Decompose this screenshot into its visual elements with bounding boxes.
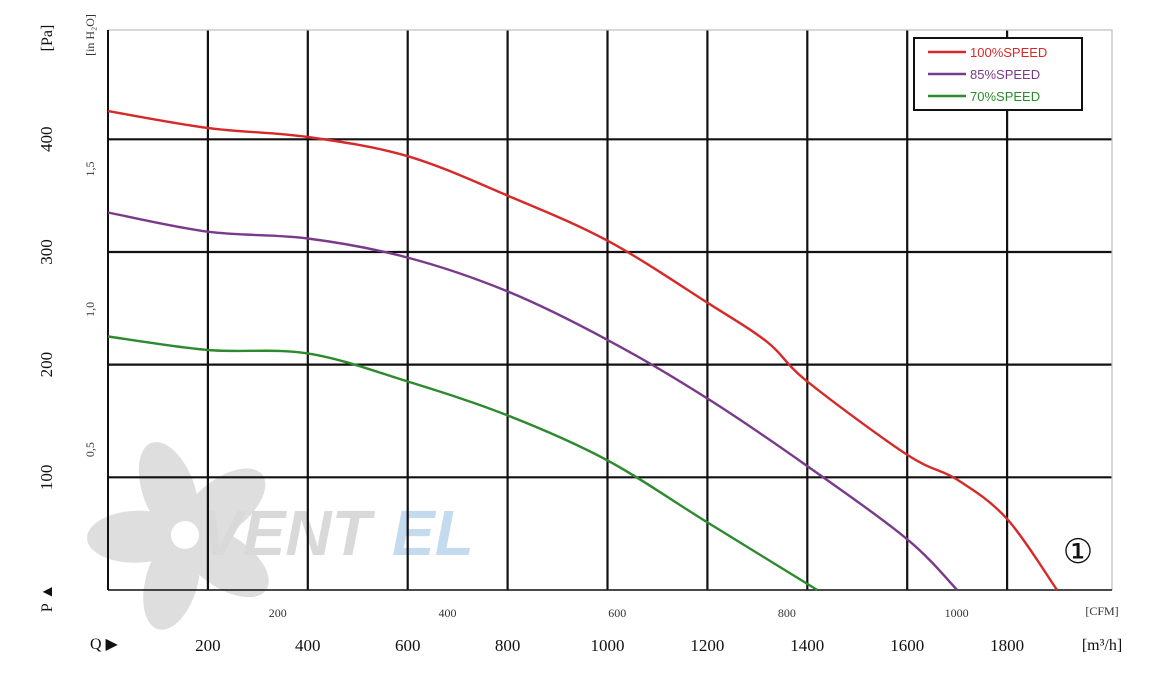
watermark-logo: VENT EL xyxy=(87,442,474,630)
x-tick-label: 800 xyxy=(495,636,521,655)
series-line-1 xyxy=(107,211,959,591)
x-unit-cfm: [CFM] xyxy=(1085,604,1118,618)
grid-lines xyxy=(108,30,1112,590)
y-tick-label: 100 xyxy=(37,465,56,491)
y-tick-label-inh2o: 1,0 xyxy=(83,302,97,317)
y-tick-label: 400 xyxy=(37,127,56,153)
series-lines xyxy=(107,109,1059,592)
axes xyxy=(107,29,1113,591)
legend: 100%SPEED 85%SPEED 70%SPEED xyxy=(913,37,1083,111)
fan-blade-icon xyxy=(87,442,269,630)
x-tick-label-cfm: 800 xyxy=(778,606,796,620)
x-tick-label: 1200 xyxy=(690,636,724,655)
legend-label: 100%SPEED xyxy=(970,45,1047,60)
y-tick-label-inh2o: 0,5 xyxy=(83,442,97,457)
y-tick-label-inh2o: 1,5 xyxy=(83,162,97,177)
q-marker: Q ▶ xyxy=(90,636,119,653)
x-tick-label: 1400 xyxy=(790,636,824,655)
x-tick-label-cfm: 400 xyxy=(438,606,456,620)
legend-label: 85%SPEED xyxy=(970,67,1040,82)
tick-labels: 200 400 600 800 1000 1200 1400 1600 1800 200 400 60… xyxy=(37,127,1024,655)
curve-label-text: ① xyxy=(1063,532,1093,572)
curve-label: ① xyxy=(1063,532,1093,572)
x-tick-label: 600 xyxy=(395,636,421,655)
p-marker: P ▲ xyxy=(39,584,56,612)
series-line-0 xyxy=(107,109,1059,591)
y-tick-label: 300 xyxy=(37,239,56,265)
y-unit-pa: [Pa] xyxy=(39,25,56,52)
y-tick-label: 200 xyxy=(37,352,56,378)
x-tick-label-cfm: 200 xyxy=(269,606,287,620)
x-tick-label: 1600 xyxy=(890,636,924,655)
x-tick-label: 1800 xyxy=(990,636,1024,655)
watermark-text: VENT xyxy=(200,497,376,569)
series-line-2 xyxy=(107,335,818,592)
legend-label: 70%SPEED xyxy=(970,89,1040,104)
x-tick-label-cfm: 1000 xyxy=(945,606,969,620)
x-unit-m3h: [m³/h] xyxy=(1082,637,1122,654)
x-tick-label: 1000 xyxy=(591,636,625,655)
x-tick-label: 400 xyxy=(295,636,321,655)
x-tick-label: 200 xyxy=(195,636,221,655)
x-tick-label-cfm: 600 xyxy=(608,606,626,620)
y-unit-inh2o: [in H₂O] xyxy=(83,14,97,56)
watermark-text-accent: EL xyxy=(392,497,474,569)
